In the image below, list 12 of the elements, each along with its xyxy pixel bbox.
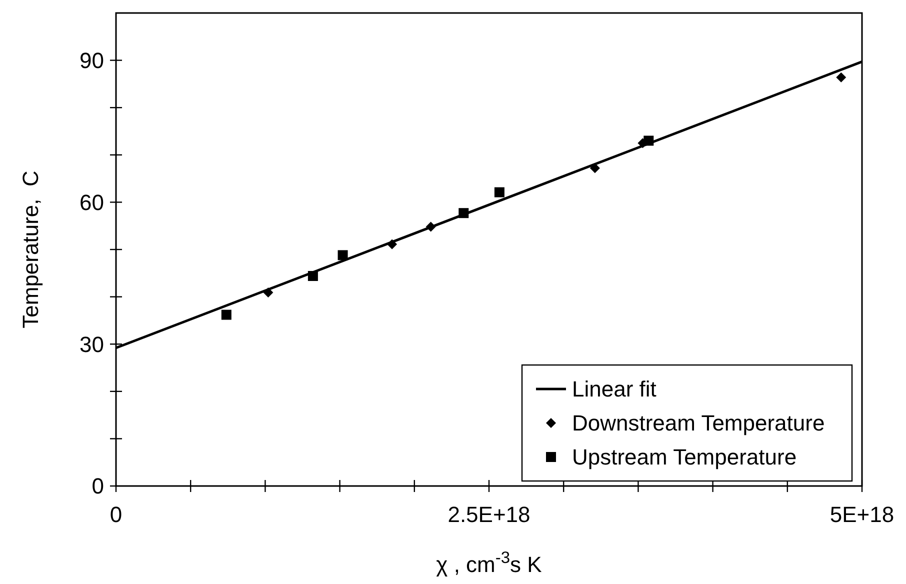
x-tick-label: 2.5E+18 bbox=[448, 502, 530, 527]
x-axis-title: χ , cm$^{-3}$s K bbox=[436, 549, 542, 577]
legend-label: Upstream Temperature bbox=[572, 444, 797, 470]
y-axis-title: Temperature, C bbox=[18, 170, 43, 328]
legend-label: Linear fit bbox=[572, 376, 656, 402]
y-tick-label: 90 bbox=[80, 48, 104, 73]
x-tick-label: 5E+18 bbox=[830, 502, 894, 527]
x-tick-label: 0 bbox=[110, 502, 122, 527]
y-tick-label: 0 bbox=[92, 474, 104, 499]
legend-label: Downstream Temperature bbox=[572, 410, 825, 436]
y-tick-label: 60 bbox=[80, 190, 104, 215]
y-tick-label: 30 bbox=[80, 332, 104, 357]
